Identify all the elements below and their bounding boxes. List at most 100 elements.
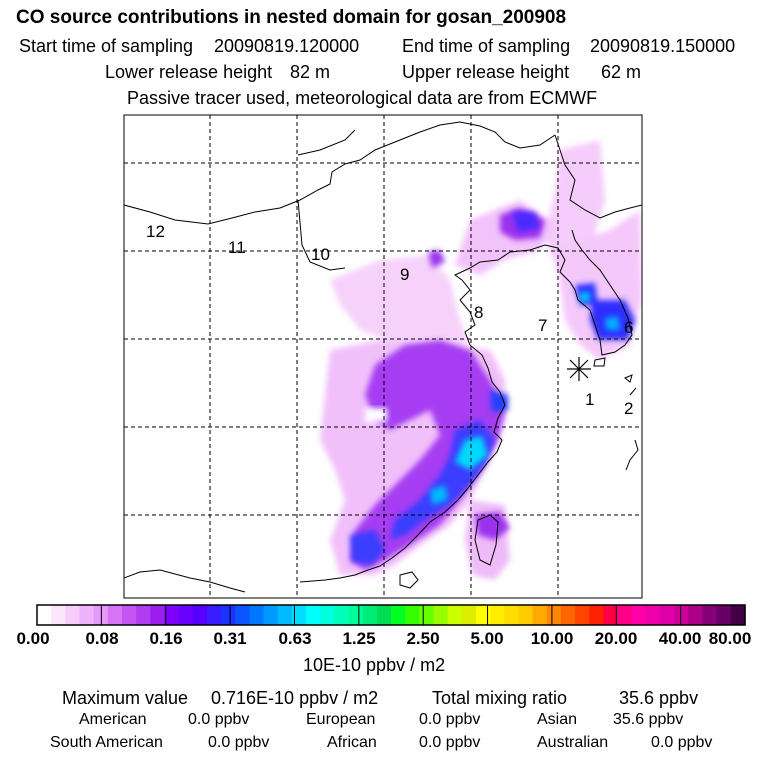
colorbar-swatch: [164, 605, 180, 625]
colorbar-swatch: [589, 605, 604, 625]
colorbar-swatch: [475, 605, 491, 625]
plume-violet-main: [350, 340, 505, 570]
colorbar-swatch: [79, 605, 95, 625]
colorbar-swatch: [674, 605, 689, 625]
plume-violet-taiwan: [475, 512, 510, 540]
colorbar-swatch: [136, 605, 151, 625]
colorbar-label: 0.00: [16, 629, 50, 648]
colorbar-swatch: [178, 605, 194, 625]
start-time-label: Start time of sampling: [19, 36, 194, 56]
plume-light-inland: [330, 255, 470, 350]
colorbar-swatch: [617, 605, 633, 625]
plume-violet-dot: [428, 250, 445, 268]
colorbar-swatch: [461, 605, 477, 625]
region-number: 12: [146, 222, 165, 241]
upper-height-label: Upper release height: [402, 62, 570, 82]
colorbar-swatch: [490, 605, 505, 625]
max-value-label: Maximum value: [62, 688, 189, 708]
african-value: 0.0 ppbv: [419, 734, 481, 751]
end-time-label: End time of sampling: [402, 36, 571, 56]
colorbar-swatch: [560, 605, 576, 625]
region-number: 2: [624, 399, 633, 418]
colorbar-swatch: [249, 605, 265, 625]
colorbar-swatch: [376, 605, 392, 625]
lower-height-value: 82 m: [290, 62, 331, 82]
upper-height-value: 62 m: [601, 62, 642, 82]
colorbar-swatch: [603, 605, 619, 625]
plume-cyan-korea: [580, 292, 590, 302]
page-title: CO source contributions in nested domain…: [16, 7, 567, 28]
colorbar-swatch: [121, 605, 137, 625]
australian-label: Australian: [537, 734, 609, 751]
colorbar-swatch: [320, 605, 335, 625]
plume-cyan-korea2: [605, 316, 620, 330]
american-value: 0.0 ppbv: [188, 711, 250, 728]
colorbar-swatch: [206, 605, 222, 625]
lat-lon-grid: [124, 115, 642, 598]
end-time-value: 20090819.150000: [590, 36, 736, 56]
colorbar-swatch: [37, 605, 52, 625]
tracer-note: Passive tracer used, meteorological data…: [127, 88, 598, 108]
asian-label: Asian: [537, 711, 578, 728]
colorbar-swatch: [306, 605, 321, 625]
colorbar-swatch: [235, 605, 250, 625]
asian-value: 35.6 ppbv: [613, 711, 684, 728]
colorbar-swatch: [263, 605, 279, 625]
south-american-value: 0.0 ppbv: [208, 734, 270, 751]
receptor-asterisk-icon: [567, 357, 591, 381]
concentration-field: [124, 115, 642, 598]
colorbar-swatch: [433, 605, 449, 625]
european-label: European: [306, 711, 376, 728]
european-value: 0.0 ppbv: [419, 711, 481, 728]
colorbar-swatch: [291, 605, 307, 625]
colorbar-swatch: [362, 605, 378, 625]
region-number: 8: [474, 303, 483, 322]
colorbar-swatch: [518, 605, 534, 625]
total-mixing-value: 35.6 ppbv: [619, 688, 699, 708]
plume-blue-south: [350, 530, 385, 565]
region-number: 9: [400, 265, 409, 284]
colorbar-swatch: [221, 605, 236, 625]
colorbar-swatch: [51, 605, 66, 625]
region-number: 6: [624, 318, 633, 337]
colorbar-label: 0.16: [149, 629, 183, 648]
colorbar-swatch: [277, 605, 293, 625]
colorbar-swatch: [419, 605, 435, 625]
colorbar-label: 0.08: [85, 629, 119, 648]
colorbar-swatch: [575, 605, 590, 625]
colorbar-label: 0.63: [278, 629, 312, 648]
coastlines: [124, 121, 642, 593]
colorbar-swatch: [65, 605, 81, 625]
plume-blue-shanghai: [490, 390, 508, 412]
map-frame: [123, 114, 643, 599]
colorbar-swatch: [532, 605, 548, 625]
lower-height-label: Lower release height: [105, 62, 273, 82]
australian-value: 0.0 ppbv: [651, 734, 713, 751]
colorbar-label: 80.00: [708, 629, 752, 648]
region-number: 7: [538, 316, 547, 335]
colorbar-swatch: [546, 605, 562, 625]
plume-cyan-2: [430, 485, 448, 505]
african-label: African: [327, 734, 377, 751]
plume-blue-bohai: [512, 212, 540, 232]
colorbar-label: 5.00: [470, 629, 504, 648]
colorbar-swatch: [716, 605, 732, 625]
colorbar-swatch: [730, 605, 746, 625]
colorbar-swatch: [107, 605, 123, 625]
region-number: 11: [228, 238, 246, 257]
colorbar-swatch: [391, 605, 406, 625]
colorbar-label: 40.00: [658, 629, 702, 648]
plume-light-taiwan: [465, 500, 510, 580]
total-mixing-label: Total mixing ratio: [432, 688, 568, 708]
colorbar-unit: 10E-10 ppbv / m2: [303, 655, 446, 675]
colorbar-swatch: [334, 605, 350, 625]
colorbar-swatch: [504, 605, 520, 625]
colorbar-swatch: [405, 605, 420, 625]
colorbar-label: 20.00: [594, 629, 638, 648]
colorbar-swatch: [447, 605, 463, 625]
region-number: 1: [585, 390, 594, 409]
plume-hole: [365, 408, 387, 422]
colorbar-label: 0.31: [213, 629, 247, 648]
colorbar-swatch: [645, 605, 661, 625]
